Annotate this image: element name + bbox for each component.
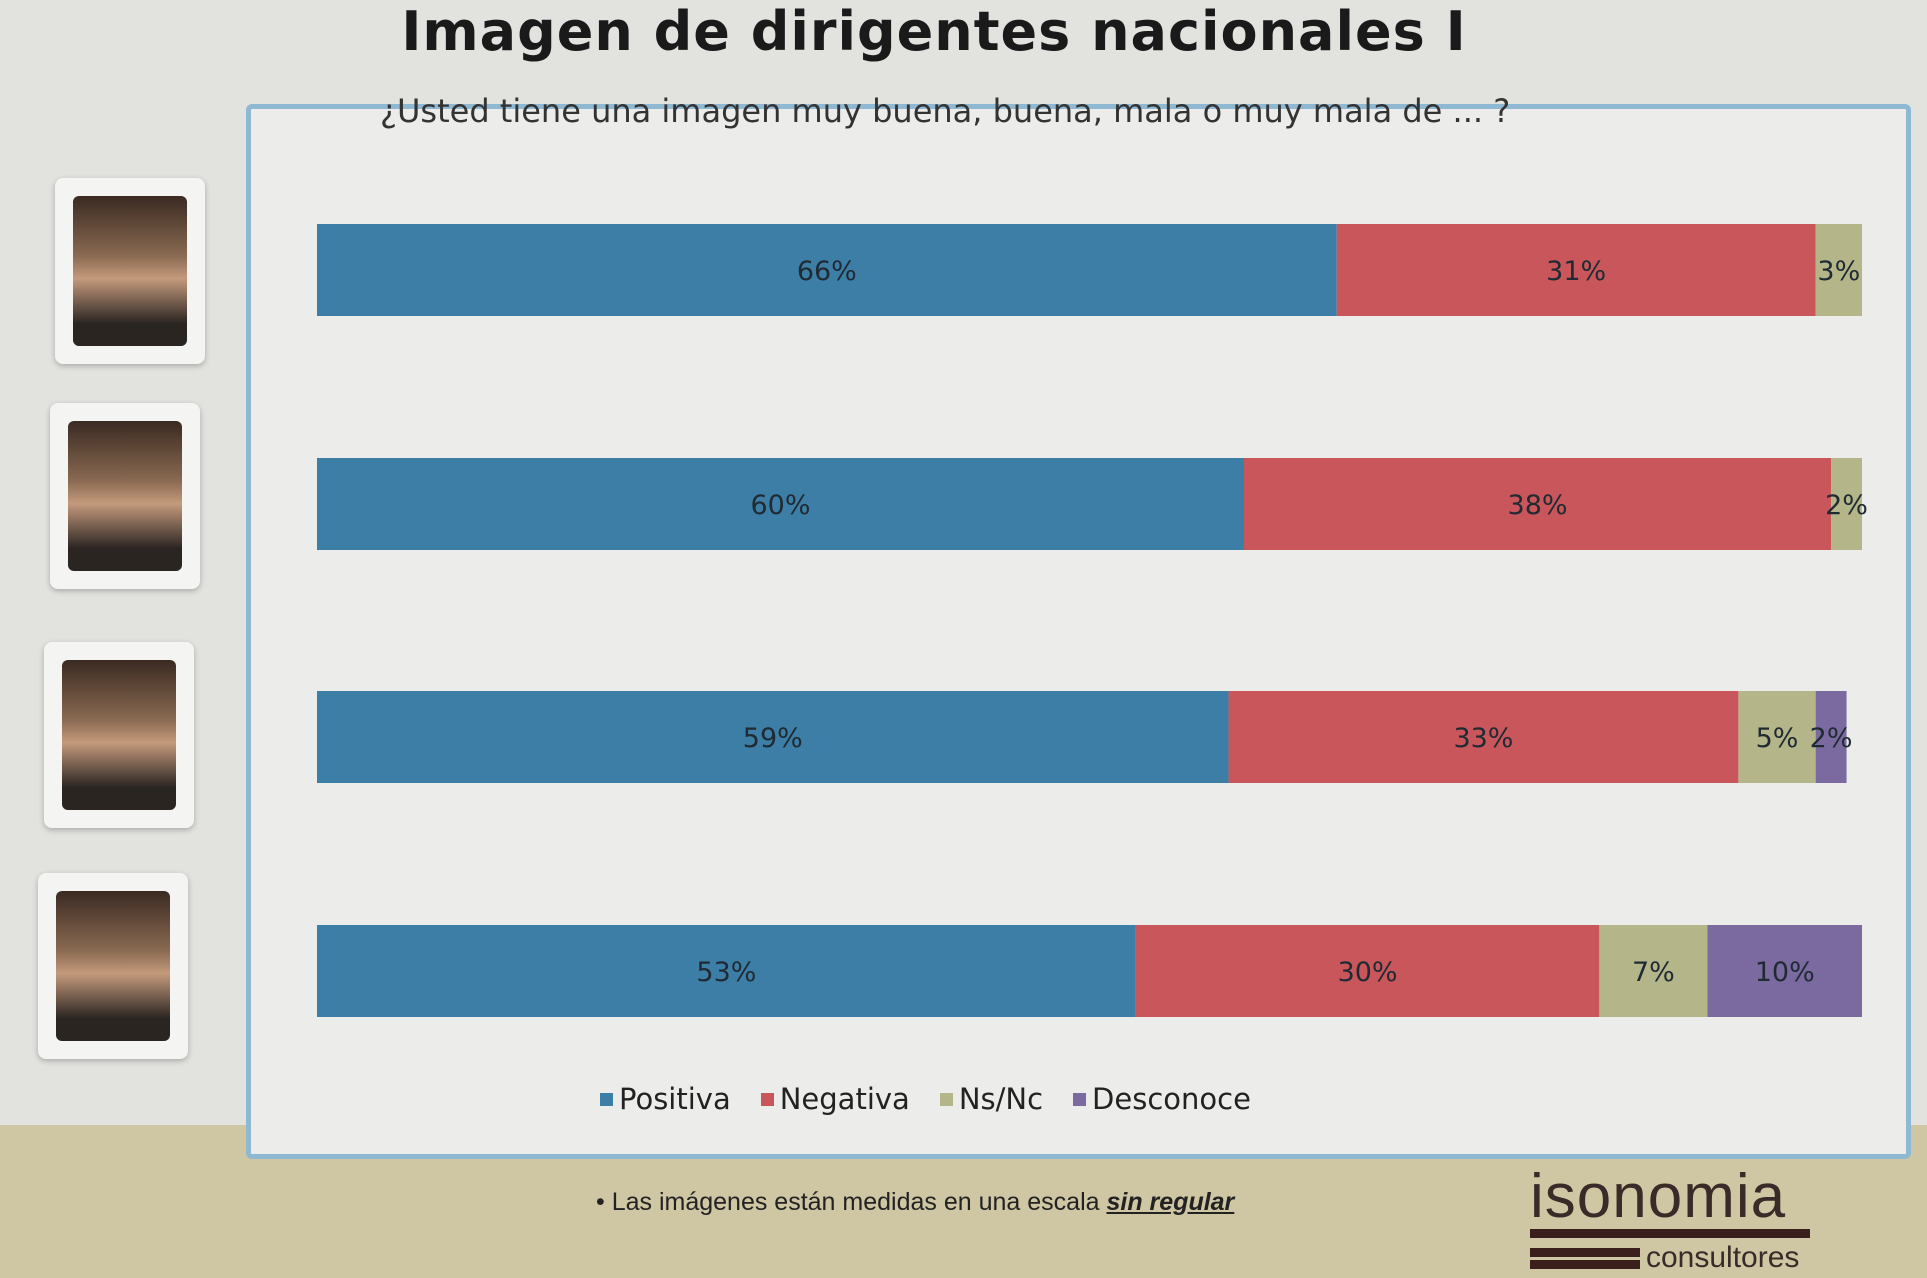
logo-name: isonomia <box>1530 1162 1787 1231</box>
data-label: 30% <box>1338 957 1398 988</box>
bar-negativa-2 <box>1244 458 1832 550</box>
logo-sub: consultores <box>1646 1241 1800 1274</box>
legend-swatch <box>600 1092 613 1106</box>
legend-label: Positiva <box>619 1082 731 1116</box>
footnote: • Las imágenes están medidas en una esca… <box>596 1188 1235 1216</box>
bar-desconoce-3 <box>1815 691 1847 783</box>
legend-swatch <box>939 1092 953 1106</box>
legend-label: Ns/Nc <box>958 1082 1044 1116</box>
footnote-emphasis: sin regular <box>1106 1188 1235 1216</box>
legend-swatch <box>760 1092 774 1106</box>
data-label: 5% <box>1756 723 1799 754</box>
bar-ns-nc-3 <box>1738 691 1816 783</box>
leader-photo-2 <box>50 403 200 589</box>
data-label: 59% <box>743 723 803 754</box>
legend-item: Positiva <box>600 1082 731 1116</box>
legend: Positiva Negativa Ns/Nc Desconoce <box>600 1082 1251 1116</box>
bar-desconoce-4 <box>1707 925 1862 1017</box>
bar-ns-nc-1 <box>1815 224 1862 316</box>
data-label: 2% <box>1825 490 1868 521</box>
bar-negativa-1 <box>1336 224 1816 316</box>
data-label: 7% <box>1632 957 1675 988</box>
isonomia-logo: isonomia consultores <box>1530 1162 1810 1275</box>
legend-label: Desconoce <box>1092 1082 1251 1116</box>
data-label: 38% <box>1508 490 1568 521</box>
bar-ns-nc-2 <box>1831 458 1862 550</box>
legend-item: Ns/Nc <box>939 1082 1044 1116</box>
legend-label: Negativa <box>779 1082 910 1116</box>
footnote-text: Las imágenes están medidas en una escala <box>611 1188 1107 1216</box>
legend-swatch <box>1073 1092 1087 1106</box>
bar-positiva-4 <box>317 925 1136 1017</box>
data-label: 31% <box>1546 256 1606 287</box>
data-label: 3% <box>1817 256 1860 287</box>
leader-photo-1 <box>55 178 205 364</box>
bar-negativa-4 <box>1135 925 1600 1017</box>
bar-ns-nc-4 <box>1599 925 1708 1017</box>
leader-photo-3 <box>44 642 194 828</box>
data-label: 60% <box>750 490 810 521</box>
slide-title: Imagen de dirigentes nacionales I <box>401 0 1467 63</box>
data-label: 10% <box>1755 957 1815 988</box>
legend-item: Negativa <box>760 1082 910 1116</box>
chart-question: ¿Usted tiene una imagen muy buena, buena… <box>380 92 1511 130</box>
bar-positiva-1 <box>317 224 1337 316</box>
data-label: 33% <box>1453 723 1513 754</box>
bar-positiva-3 <box>317 691 1229 783</box>
bar-positiva-2 <box>317 458 1244 550</box>
legend-item: Desconoce <box>1073 1082 1251 1116</box>
bar-negativa-3 <box>1228 691 1739 783</box>
data-label: 53% <box>696 957 756 988</box>
data-label: 2% <box>1810 723 1853 754</box>
data-label: 66% <box>797 256 857 287</box>
leader-photo-4 <box>38 873 188 1059</box>
